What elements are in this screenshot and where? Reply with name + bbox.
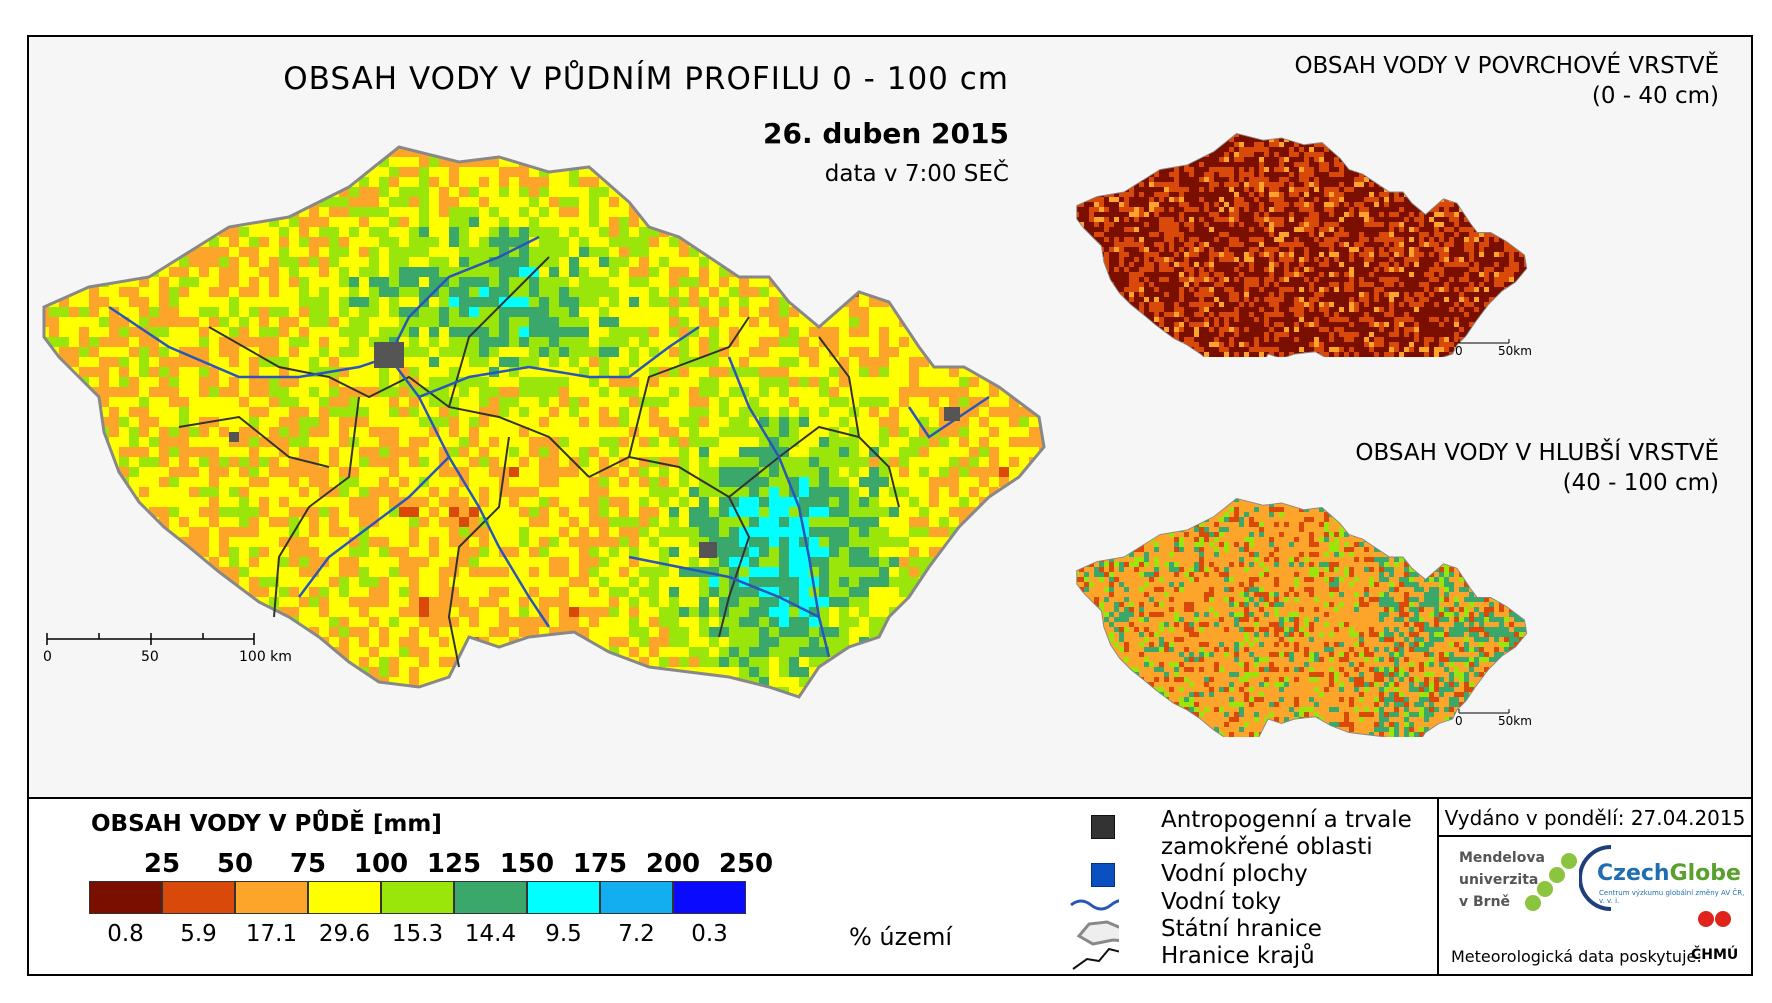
- symbol-region-border-label: Hranice krajů: [1161, 943, 1315, 969]
- chmu-label: ČHMÚ: [1691, 947, 1739, 963]
- legend-swatch-9: [673, 881, 746, 914]
- legend-title: OBSAH VODY V PŮDĚ [mm]: [91, 811, 442, 837]
- legend-percent-4: 29.6: [318, 921, 371, 947]
- symbol-state-border-label: Státní hranice: [1161, 916, 1322, 942]
- legend-swatch-2: [162, 881, 235, 914]
- main-soil-water-map: 0 50 100 km: [42, 145, 1046, 699]
- map-frame: 0 50 100 km OBSAH VODY V PŮDNÍM PROFILU …: [27, 35, 1753, 976]
- legend-break-100: 100: [353, 849, 409, 879]
- legend-percent-8: 7.2: [618, 921, 655, 947]
- symbol-legend: Antropogenní a trvale zamokřené oblasti …: [1069, 799, 1429, 976]
- surface-scale-tick-0: 0: [1455, 344, 1463, 357]
- surface-scale-bar: 0 50km: [1455, 339, 1532, 357]
- map-area: 0 50 100 km OBSAH VODY V PŮDNÍM PROFILU …: [29, 37, 1751, 797]
- legend-break-50: 50: [216, 849, 254, 879]
- main-map-title: OBSAH VODY V PŮDNÍM PROFILU 0 - 100 cm: [283, 61, 1009, 97]
- credits-box: Vydáno v pondělí: 27.04.2015 Mendelova u…: [1437, 799, 1751, 976]
- surface-layer-title: OBSAH VODY V POVRCHOVÉ VRSTVĚ: [1294, 53, 1719, 79]
- legend-percent-3: 17.1: [245, 921, 298, 947]
- mendel-line-2: univerzita: [1459, 872, 1539, 888]
- mendel-line-1: Mendelova: [1459, 850, 1545, 866]
- mendel-university-logo: Mendelova univerzita v Brně: [1459, 847, 1545, 913]
- legend-swatch-3: [235, 881, 308, 914]
- legend-percent-6: 14.4: [464, 921, 517, 947]
- legend-classes: 0.8 5.9 17.1 29.6 15.3 14.4 9.5 7.2 0.3 25 50 75 100…: [89, 849, 909, 959]
- main-map-date: 26. duben 2015: [763, 117, 1009, 150]
- surface-layer-range: (0 - 40 cm): [1591, 83, 1719, 109]
- surface-layer-raster: [1076, 133, 1527, 357]
- mendel-dots-icon: [1525, 853, 1577, 911]
- legend-percent-5: 15.3: [391, 921, 444, 947]
- surface-scale-tick-50: 50km: [1498, 344, 1532, 357]
- scale-tick-0: 0: [43, 649, 52, 665]
- legend-break-125: 125: [426, 849, 482, 879]
- region-borders: [178, 256, 900, 668]
- cities: [229, 342, 960, 558]
- czechglobe-arc-icon: [1579, 845, 1612, 911]
- symbol-water-bodies-label: Vodní plochy: [1161, 861, 1308, 887]
- chmu-logo-icon: [1698, 911, 1731, 927]
- legend-percent-2: 5.9: [180, 921, 217, 947]
- czechglobe-logo: CzechGlobe: [1597, 861, 1741, 886]
- legend-percent-1: 0.8: [107, 921, 144, 947]
- symbol-anthropogenic-label-2: zamokřené oblasti: [1161, 834, 1373, 860]
- legend-swatch-7: [527, 881, 600, 914]
- legend-swatch-1: [89, 881, 162, 914]
- anthropogenic-area-icon: [1091, 815, 1115, 839]
- symbol-rivers-label: Vodní toky: [1161, 889, 1282, 915]
- legend-swatch-4: [308, 881, 381, 914]
- legend-percent-9: 0.3: [691, 921, 728, 947]
- legend-percent-7: 9.5: [545, 921, 582, 947]
- legend-break-200: 200: [645, 849, 701, 879]
- scale-tick-100: 100 km: [239, 649, 292, 665]
- legend-break-250: 250: [718, 849, 774, 879]
- main-scale-bar: 0 50 100 km: [43, 633, 292, 665]
- surface-layer-map: 0 50km: [1075, 132, 1532, 357]
- legend-swatch-8: [600, 881, 673, 914]
- deep-layer-raster: [1076, 498, 1527, 737]
- symbol-anthropogenic-label: Antropogenní a trvale: [1161, 807, 1412, 833]
- percent-unit-label: % území: [849, 923, 953, 951]
- legend-panel: OBSAH VODY V PŮDĚ [mm] 0.8 5.9 17.1 29.6 15.…: [29, 797, 1751, 976]
- data-provider-label: Meteorologická data poskytuje:: [1451, 947, 1702, 966]
- issued-date: Vydáno v pondělí: 27.04.2015: [1439, 799, 1751, 837]
- main-map-time-note: data v 7:00 SEČ: [824, 161, 1009, 187]
- deep-scale-bar: 0 50km: [1455, 709, 1532, 728]
- mendel-line-3: v Brně: [1459, 894, 1511, 910]
- legend-swatch-5: [381, 881, 454, 914]
- legend-break-75: 75: [289, 849, 327, 879]
- deep-layer-title: OBSAH VODY V HLUBŠÍ VRSTVĚ: [1355, 440, 1719, 466]
- legend-swatch-6: [454, 881, 527, 914]
- legend-break-175: 175: [572, 849, 628, 879]
- water-body-icon: [1091, 863, 1115, 887]
- state-border-icon: [1076, 920, 1119, 946]
- deep-layer-map: 0 50km: [1075, 497, 1532, 737]
- deep-layer-range: (40 - 100 cm): [1562, 470, 1719, 496]
- scale-tick-50: 50: [141, 649, 159, 665]
- legend-break-150: 150: [499, 849, 555, 879]
- legend-break-25: 25: [143, 849, 181, 879]
- deep-scale-tick-50: 50km: [1498, 714, 1532, 728]
- river-line-icon: [1070, 899, 1119, 911]
- deep-scale-tick-0: 0: [1455, 714, 1463, 728]
- czechglobe-subtitle: Centrum výzkumu globální změny AV ČR, v.…: [1599, 889, 1745, 905]
- region-border-icon: [1072, 947, 1119, 970]
